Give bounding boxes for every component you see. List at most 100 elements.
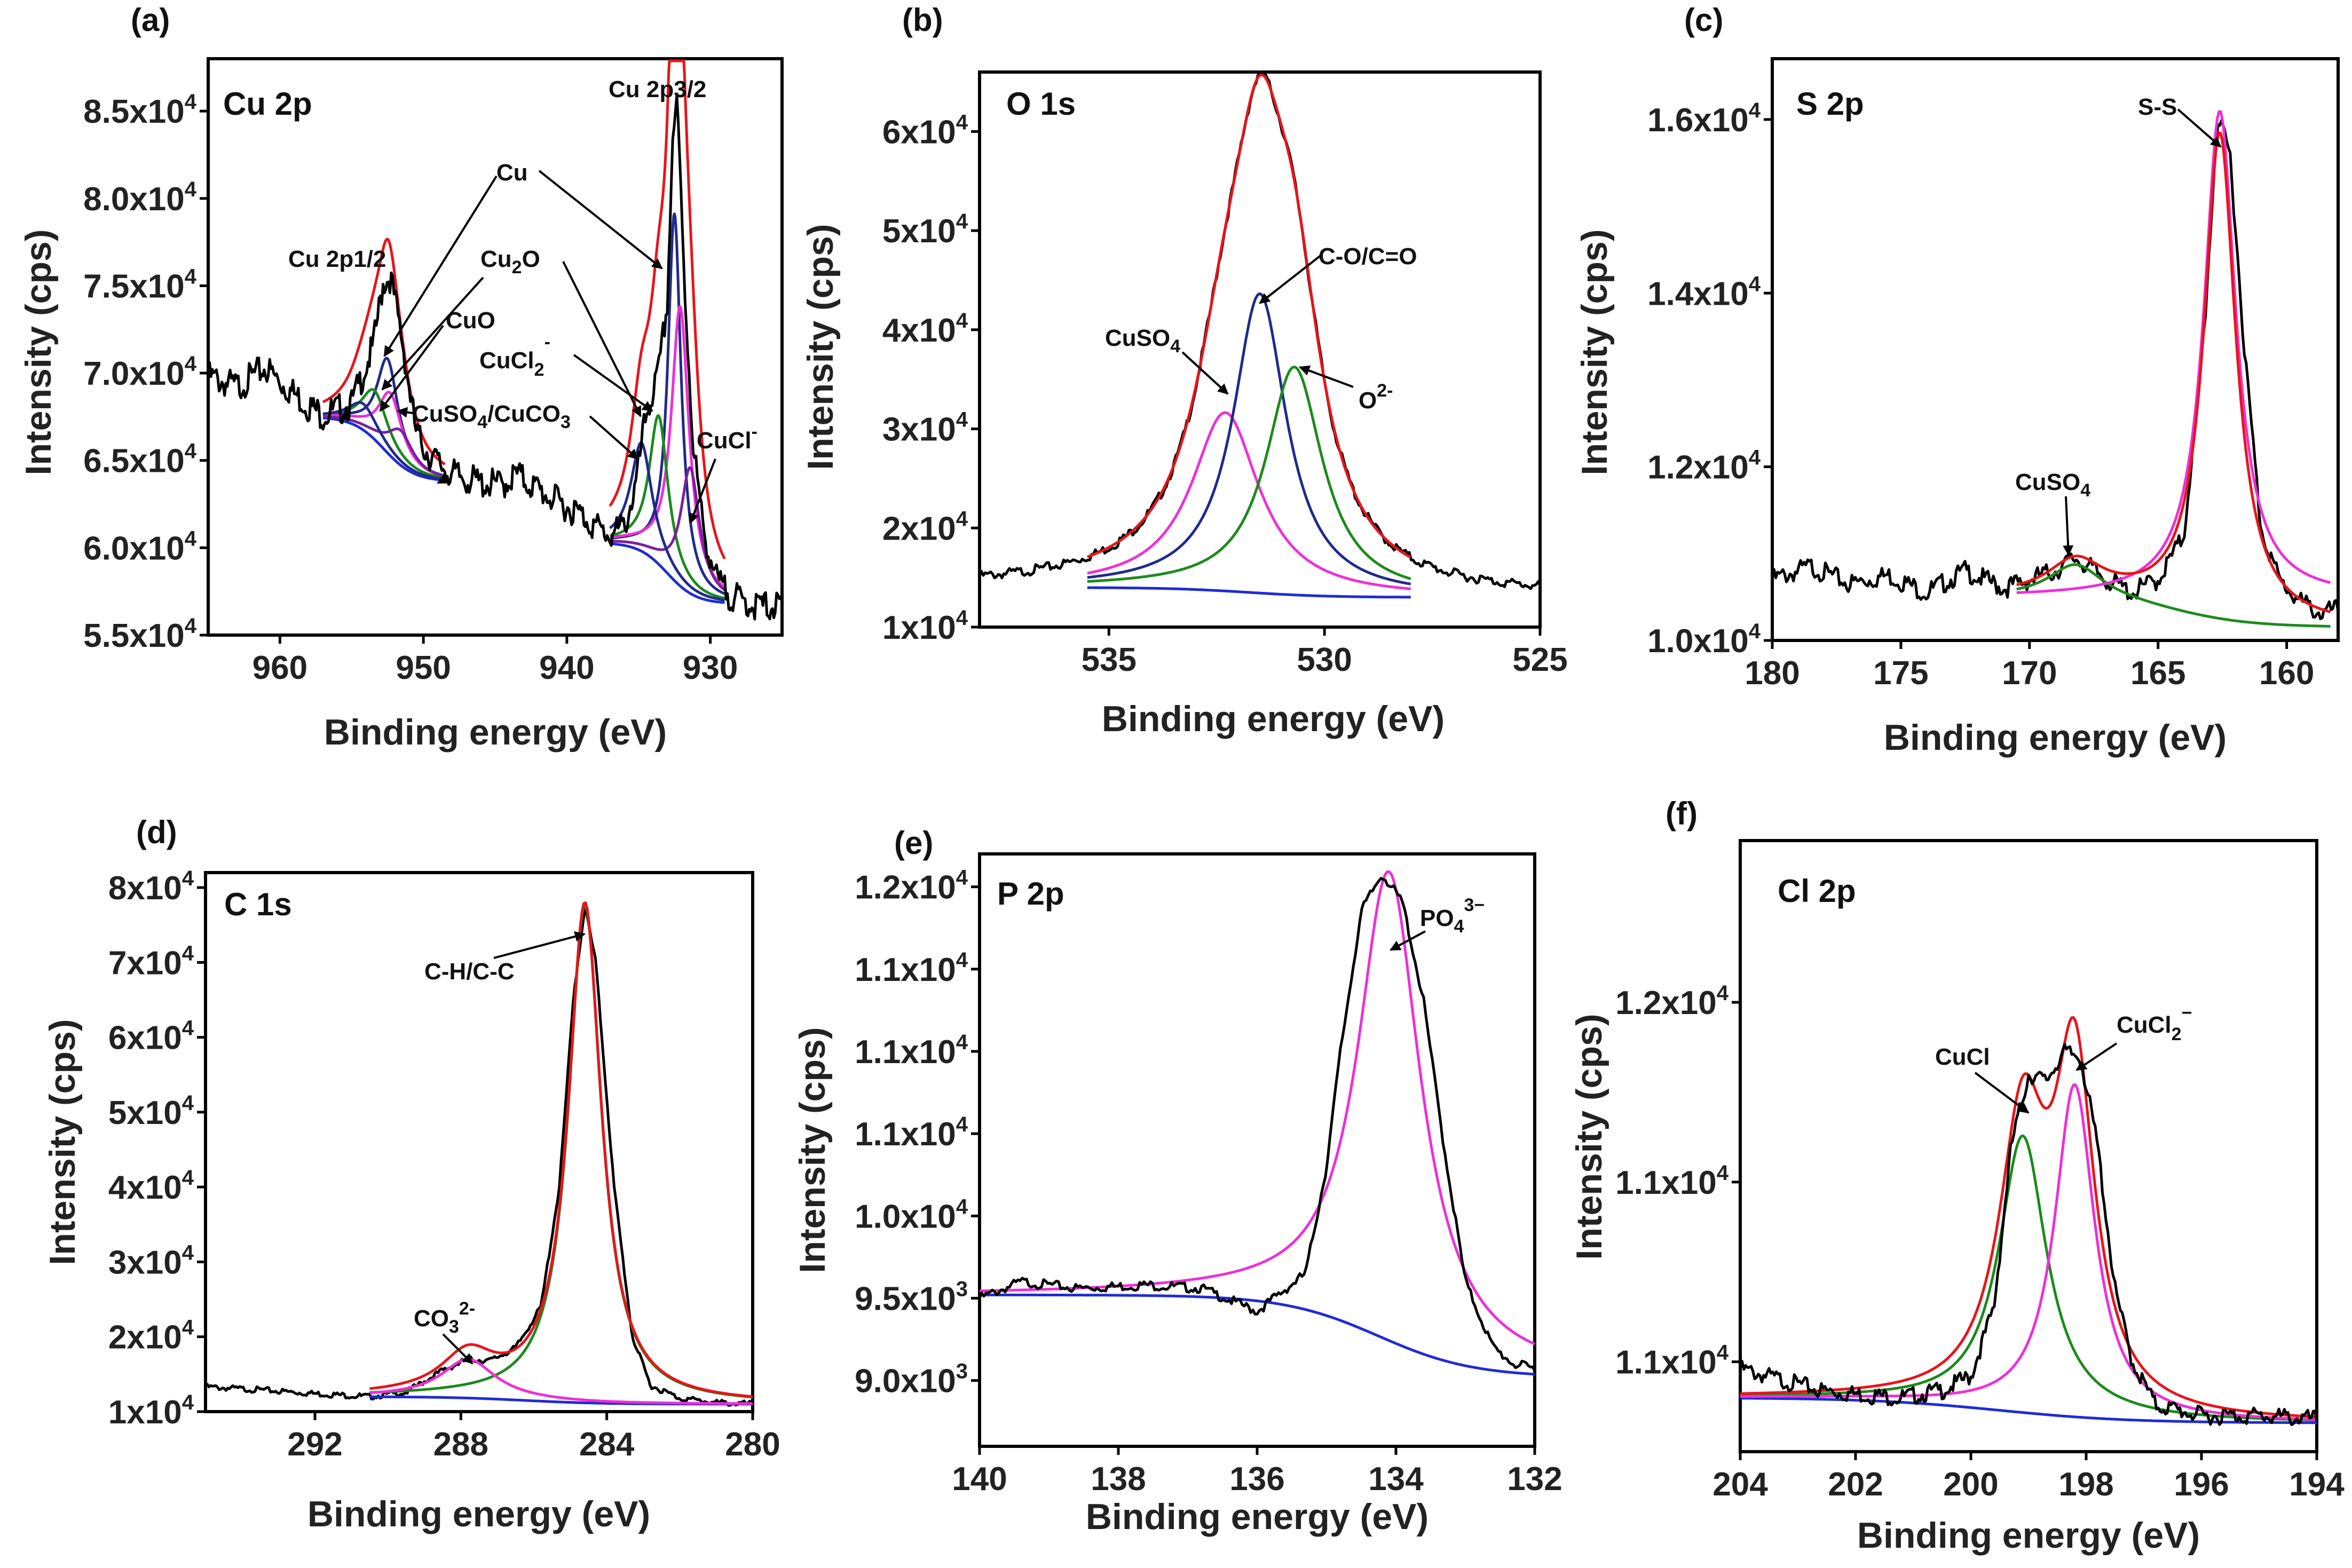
annotation-ss: S-S	[2138, 94, 2177, 120]
y-tick-label: 9.5x103	[855, 1278, 968, 1318]
x-tick-label: 280	[725, 1426, 780, 1463]
axis-ticks: 140 138 136 134 132 9.0x103 9.5x103 1.0x104 1.1x…	[855, 866, 1562, 1498]
background-curve	[609, 542, 725, 604]
y-tick-label: 5.5x104	[83, 614, 197, 654]
x-tick-label: 284	[579, 1426, 635, 1463]
y-tick-label: 9.0x103	[855, 1360, 968, 1400]
plot-marks	[978, 870, 1536, 1376]
plot-frame	[207, 57, 784, 637]
annotation-cuso4-cuco3: CuSO4/CuCO3	[412, 401, 571, 432]
x-tick-label: 950	[396, 650, 451, 686]
x-tick-label: 200	[1943, 1466, 1998, 1503]
component-cucl2-	[1740, 1083, 2317, 1421]
y-tick-label: 1.1x104	[855, 1031, 968, 1071]
raw-spectrum	[204, 908, 754, 1407]
background-curve	[1087, 586, 1411, 599]
arrow-cu2o-right	[562, 261, 642, 417]
plot-title: C 1s	[224, 886, 292, 922]
y-tick-label: 1.1x104	[1615, 1161, 1729, 1201]
component-cuso4-cuco3	[609, 441, 725, 601]
plot-title: P 2p	[997, 876, 1064, 912]
component-po4	[979, 870, 1536, 1345]
plot-marks	[204, 901, 754, 1407]
raw-spectrum	[978, 73, 1542, 590]
arrow-cucl2	[573, 354, 653, 412]
x-tick-label: 196	[2174, 1466, 2229, 1503]
y-tick-label: 1x104	[108, 1391, 194, 1431]
envelope-curve	[2016, 131, 2331, 614]
y-tick-label: 3x104	[882, 408, 968, 448]
panel-label: (e)	[894, 825, 933, 861]
y-tick-label: 6x104	[108, 1017, 194, 1057]
panel-label: (a)	[131, 2, 170, 38]
panel-d-c1s: (d) 292 288 284 280 1x104 2x104 3x104 4x104 5x10…	[42, 814, 780, 1534]
arrow-cucl	[1974, 1072, 2030, 1114]
peak-annotations: PO43−	[1390, 895, 1485, 951]
x-tick-label: 180	[1745, 655, 1799, 692]
y-tick-label: 7x104	[108, 941, 194, 981]
plot-frame	[1739, 839, 2318, 1453]
arrow-cuo	[379, 324, 444, 412]
arrow-co3	[442, 1333, 473, 1365]
plot-marks	[978, 73, 1542, 599]
y-tick-label: 1x104	[882, 606, 968, 646]
y-tick-label: 2x104	[882, 507, 968, 547]
panel-label: (b)	[902, 2, 943, 38]
component-c-o-c-o	[1087, 292, 1411, 585]
arrow-cucl2	[2075, 1042, 2118, 1071]
axis-ticks: 204 202 200 198 196 194 1.1x104 1.1x104 1.2x104	[1615, 981, 2345, 1503]
x-tick-label: 204	[1712, 1466, 1768, 1503]
plot-frame	[1771, 57, 2340, 642]
y-tick-label: 3x104	[108, 1241, 194, 1281]
panel-e-p2p: (e) 140 138 136 134 132 9.0x103 9.5x103 1.0x104…	[792, 825, 1562, 1537]
y-tick-label: 5x104	[108, 1091, 194, 1131]
panel-a-cu2p: (a) 960 950 940 930 5.5x104 6.0x104 6.5x104 7.0…	[18, 2, 784, 753]
y-axis-label: Intensity (cps)	[1569, 1014, 1609, 1260]
y-axis-label: Intensity (cps)	[18, 229, 59, 476]
x-tick-label: 525	[1512, 642, 1567, 678]
y-tick-label: 4x104	[108, 1166, 194, 1206]
x-axis-label: Binding energy (eV)	[307, 1494, 650, 1534]
raw-spectrum	[1739, 1043, 2318, 1426]
y-tick-label: 2x104	[108, 1316, 194, 1356]
background-curve	[322, 416, 446, 482]
peak-annotations: C-H/C-C CO32-	[414, 931, 586, 1365]
envelope-curve	[322, 237, 446, 466]
annotation-cu2p12: Cu 2p1/2	[288, 246, 386, 272]
annotation-o2minus: O2-	[1359, 381, 1393, 414]
x-axis-label: Binding energy (eV)	[324, 712, 667, 753]
x-axis-label: Binding energy (eV)	[1102, 699, 1445, 739]
envelope-curve	[609, 59, 726, 560]
x-tick-label: 175	[1873, 655, 1928, 692]
panel-label: (d)	[136, 814, 177, 850]
x-axis-label: Binding energy (eV)	[1086, 1496, 1428, 1537]
component-cuo	[609, 414, 725, 600]
component-s-s	[2016, 110, 2331, 594]
envelope-curve	[369, 901, 753, 1398]
arrow-cuso4	[1181, 351, 1229, 395]
y-tick-label: 1.1x104	[855, 1113, 968, 1153]
y-tick-label: 1.4x104	[1647, 272, 1761, 312]
arrow-po4	[1390, 930, 1426, 951]
y-tick-label: 7.5x104	[83, 265, 197, 305]
annotation-cucl2: CuCl2-	[479, 332, 550, 380]
panel-label: (c)	[1684, 2, 1723, 38]
arrow-cuso4-base	[437, 474, 449, 484]
component-cuso4	[1087, 411, 1411, 590]
x-tick-label: 202	[1828, 1466, 1883, 1503]
y-tick-label: 6x104	[882, 110, 968, 151]
peak-annotations: CuSO4 C-O/C=O O2-	[1105, 243, 1417, 414]
plot-marks	[1771, 110, 2340, 628]
annotation-cuo: CuO	[446, 307, 495, 334]
arrow-co	[1259, 254, 1322, 304]
y-tick-label: 8.5x104	[83, 90, 197, 130]
y-tick-label: 6.5x104	[83, 440, 197, 480]
x-tick-label: 136	[1229, 1461, 1284, 1498]
panel-f-cl2p: (f) 204 202 200 198 196 194 1.1x104 1.1x104 1.2x…	[1569, 796, 2345, 1556]
x-tick-label: 930	[683, 650, 738, 686]
y-axis-label: Intensity (cps)	[42, 1019, 83, 1265]
axis-ticks: 535 530 525 1x104 2x104 3x104 4x104 5x104 6x104	[882, 110, 1568, 678]
x-tick-label: 940	[539, 650, 594, 686]
x-axis-label: Binding energy (eV)	[1884, 717, 2227, 758]
